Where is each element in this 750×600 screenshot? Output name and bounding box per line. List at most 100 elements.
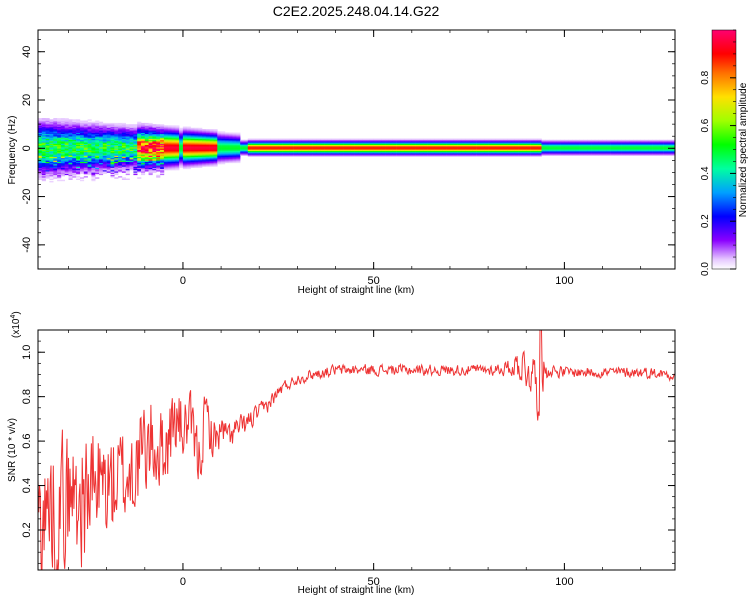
heatmap-cell [60,156,65,159]
heatmap-cell [560,149,565,151]
heatmap-cell [213,136,218,138]
heatmap-cell [209,142,214,144]
heatmap-cell [171,127,176,130]
heatmap-cell [423,139,428,142]
heatmap-cell [95,150,100,153]
heatmap-cell [72,125,77,127]
heatmap-cell [594,139,599,142]
heatmap-cell [381,155,386,157]
heatmap-cell [60,154,65,156]
heatmap-cell [511,143,516,145]
heatmap-cell [297,154,302,156]
heatmap-cell [160,157,165,160]
heatmap-cell [354,153,359,155]
heatmap-cell [87,121,92,124]
heatmap-cell [45,125,50,127]
heatmap-cell [87,171,92,173]
heatmap-cell [362,142,367,144]
heatmap-cell [362,153,367,155]
heatmap-cell [148,157,153,160]
heatmap-cell [163,141,168,143]
heatmap-cell [587,154,592,156]
heatmap-cell [396,147,401,149]
heatmap-cell [60,171,65,173]
heatmap-cell [156,147,161,149]
heatmap-cell [343,154,348,156]
heatmap-cell [175,150,180,153]
heatmap-cell [68,151,73,154]
heatmap-cell [404,155,409,157]
heatmap-cell [137,136,142,138]
heatmap-cell [533,154,538,156]
heatmap-cell [114,127,119,130]
heatmap-cell [610,141,615,143]
heatmap-cell [87,130,92,132]
heatmap-cell [91,170,96,172]
heatmap-cell [366,155,371,157]
y-tick-label: -40 [21,237,33,253]
heatmap-cell [110,131,115,133]
heatmap-cell [190,129,195,131]
heatmap-cell [182,144,187,147]
heatmap-cell [41,141,46,143]
heatmap-cell [202,135,207,137]
heatmap-cell [472,151,477,154]
heatmap-cell [198,138,203,141]
heatmap-cell [644,148,649,150]
heatmap-cell [568,143,573,145]
heatmap-cell [148,141,153,143]
heatmap-cell [133,166,138,168]
heatmap-cell [388,145,393,148]
heatmap-cell [537,153,542,155]
heatmap-cell [152,161,157,164]
heatmap-cell [579,154,584,156]
heatmap-cell [377,154,382,156]
heatmap-cell [308,153,313,155]
heatmap-cell [308,145,313,148]
heatmap-cell [83,173,88,176]
heatmap-cell [152,132,157,135]
heatmap-cell [434,155,439,157]
heatmap-cell [392,145,397,148]
heatmap-cell [133,139,138,142]
heatmap-cell [102,139,107,142]
heatmap-cell [560,139,565,142]
heatmap-cell [297,141,302,143]
heatmap-cell [202,149,207,151]
heatmap-cell [659,151,664,154]
heatmap-cell [190,132,195,135]
heatmap-cell [205,141,210,143]
heatmap-cell [343,143,348,145]
heatmap-cell [137,166,142,168]
heatmap-cell [45,144,50,147]
heatmap-cell [91,131,96,133]
heatmap-cell [388,147,393,149]
heatmap-cell [655,142,660,144]
heatmap-cell [144,165,149,167]
heatmap-cell [297,150,302,153]
heatmap-cell [205,132,210,135]
heatmap-cell [121,126,126,129]
heatmap-cell [652,144,657,147]
heatmap-cell [495,147,500,149]
heatmap-cell [182,149,187,151]
heatmap-cell [228,153,233,155]
heatmap-cell [236,153,241,155]
heatmap-cell [152,171,157,173]
heatmap-cell [507,142,512,144]
heatmap-cell [64,153,69,155]
heatmap-cell [106,151,111,154]
heatmap-cell [583,144,588,147]
heatmap-cell [60,170,65,172]
heatmap-cell [72,133,77,136]
heatmap-cell [186,160,191,162]
heatmap-cell [53,167,58,170]
heatmap-cell [552,151,557,154]
heatmap-cell [305,147,310,149]
heatmap-cell [610,139,615,142]
heatmap-cell [522,145,527,148]
heatmap-cell [583,154,588,156]
heatmap-cell [217,142,222,144]
heatmap-cell [57,130,62,132]
heatmap-cell [99,143,104,145]
